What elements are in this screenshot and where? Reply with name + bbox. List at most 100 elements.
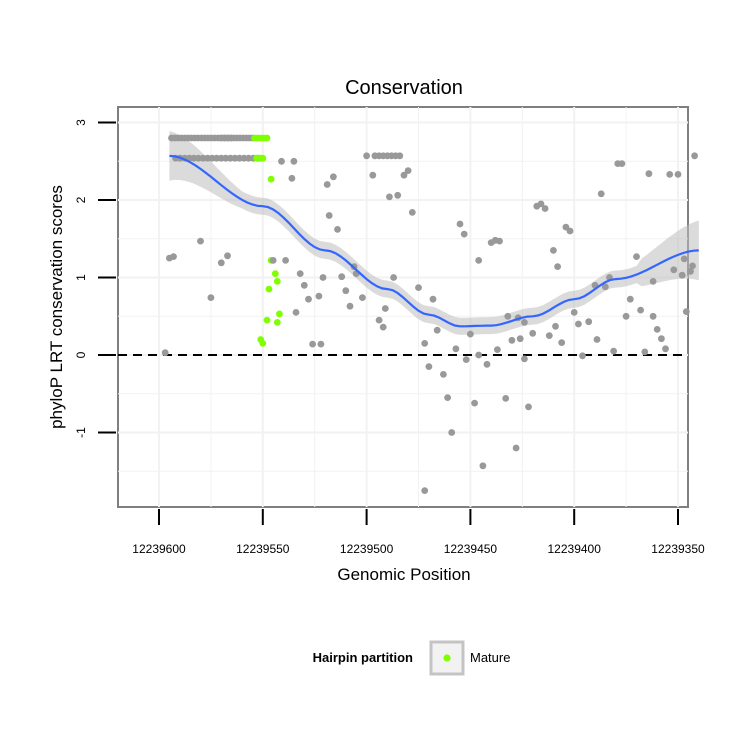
data-point	[662, 345, 669, 353]
data-point-mature	[265, 285, 273, 293]
data-point	[207, 294, 215, 301]
data-point	[404, 167, 412, 175]
legend-key-mature	[443, 654, 451, 662]
data-point	[305, 295, 312, 303]
data-point	[670, 266, 678, 274]
data-point	[269, 257, 277, 264]
data-point	[282, 257, 289, 264]
data-point	[300, 281, 308, 289]
data-point-mature	[276, 310, 283, 318]
data-point	[570, 309, 578, 316]
data-point	[371, 152, 379, 160]
data-point	[315, 292, 323, 300]
data-point	[504, 312, 512, 320]
x-axis-ticks: 12239600 12239550 12239500 12239450 12239400…	[132, 509, 705, 556]
data-point-mature	[273, 319, 281, 326]
smooth-line	[169, 154, 699, 328]
data-point-mature	[267, 175, 275, 183]
data-point	[622, 312, 630, 320]
data-point-mature	[271, 270, 279, 277]
data-point	[224, 252, 231, 260]
data-point	[687, 267, 694, 275]
data-point	[521, 355, 528, 363]
data-point	[456, 220, 464, 228]
data-point	[516, 335, 524, 343]
data-point	[342, 287, 350, 295]
data-point	[296, 270, 304, 277]
data-point	[317, 340, 325, 348]
y-axis-ticks: -1 0 1 2 3	[74, 119, 116, 438]
data-point	[440, 371, 447, 378]
data-point	[462, 356, 470, 363]
data-point	[448, 429, 456, 436]
data-point-mature	[263, 134, 271, 142]
data-point	[433, 326, 441, 334]
data-point	[288, 174, 296, 182]
data-point	[645, 170, 653, 178]
data-point	[479, 462, 487, 470]
data-point	[541, 205, 549, 212]
data-point	[610, 347, 617, 355]
data-point	[421, 487, 429, 494]
data-point	[323, 181, 331, 188]
data-point	[217, 259, 225, 267]
data-point	[475, 351, 483, 359]
data-point	[558, 339, 566, 346]
data-point	[467, 330, 474, 338]
data-point	[369, 171, 377, 179]
x-tick-label: 12239500	[340, 542, 394, 556]
data-point	[680, 255, 688, 263]
data-point	[475, 257, 483, 264]
data-point	[346, 302, 354, 310]
legend-label-mature: Mature	[470, 650, 510, 665]
data-point	[429, 295, 437, 303]
data-point	[338, 273, 346, 281]
legend-title: Hairpin partition	[313, 650, 413, 665]
data-point	[637, 306, 644, 314]
data-point	[626, 295, 634, 303]
data-point	[554, 263, 561, 270]
data-point	[421, 340, 429, 347]
data-point	[375, 316, 383, 324]
data-point	[170, 253, 177, 260]
data-point	[278, 157, 285, 165]
data-point	[444, 394, 451, 401]
data-point	[678, 271, 686, 279]
data-point	[585, 318, 593, 326]
data-point-mature	[273, 278, 281, 285]
data-point	[649, 312, 657, 320]
data-point	[379, 323, 387, 331]
data-point	[381, 305, 389, 312]
data-point	[691, 152, 698, 160]
data-point	[494, 346, 501, 353]
data-point	[597, 190, 605, 198]
legend-key-box	[429, 640, 465, 676]
y-tick-label: -1	[74, 427, 88, 438]
data-point-mature	[259, 340, 267, 347]
data-point	[649, 278, 657, 285]
data-point	[452, 345, 460, 353]
x-tick-label: 12239450	[444, 542, 498, 556]
legend: Hairpin partition Mature	[313, 640, 510, 676]
y-axis-title: phyloP LRT conservation scores	[47, 185, 66, 429]
data-point	[575, 320, 582, 328]
data-point	[550, 247, 557, 254]
data-point	[408, 209, 416, 216]
chart-title: Conservation	[345, 77, 463, 99]
data-point	[292, 309, 300, 316]
data-point	[471, 399, 478, 407]
y-tick-label: 1	[74, 274, 88, 281]
data-point	[197, 237, 204, 245]
data-point	[682, 308, 690, 315]
data-point	[545, 332, 553, 339]
data-point	[390, 274, 397, 281]
data-point	[512, 444, 520, 452]
data-point	[593, 336, 601, 343]
data-point	[537, 200, 545, 208]
data-point	[666, 171, 674, 178]
x-tick-label: 12239350	[651, 542, 705, 556]
smooth-curve	[169, 154, 699, 328]
y-tick-label: 2	[74, 196, 88, 203]
data-point	[653, 326, 661, 333]
